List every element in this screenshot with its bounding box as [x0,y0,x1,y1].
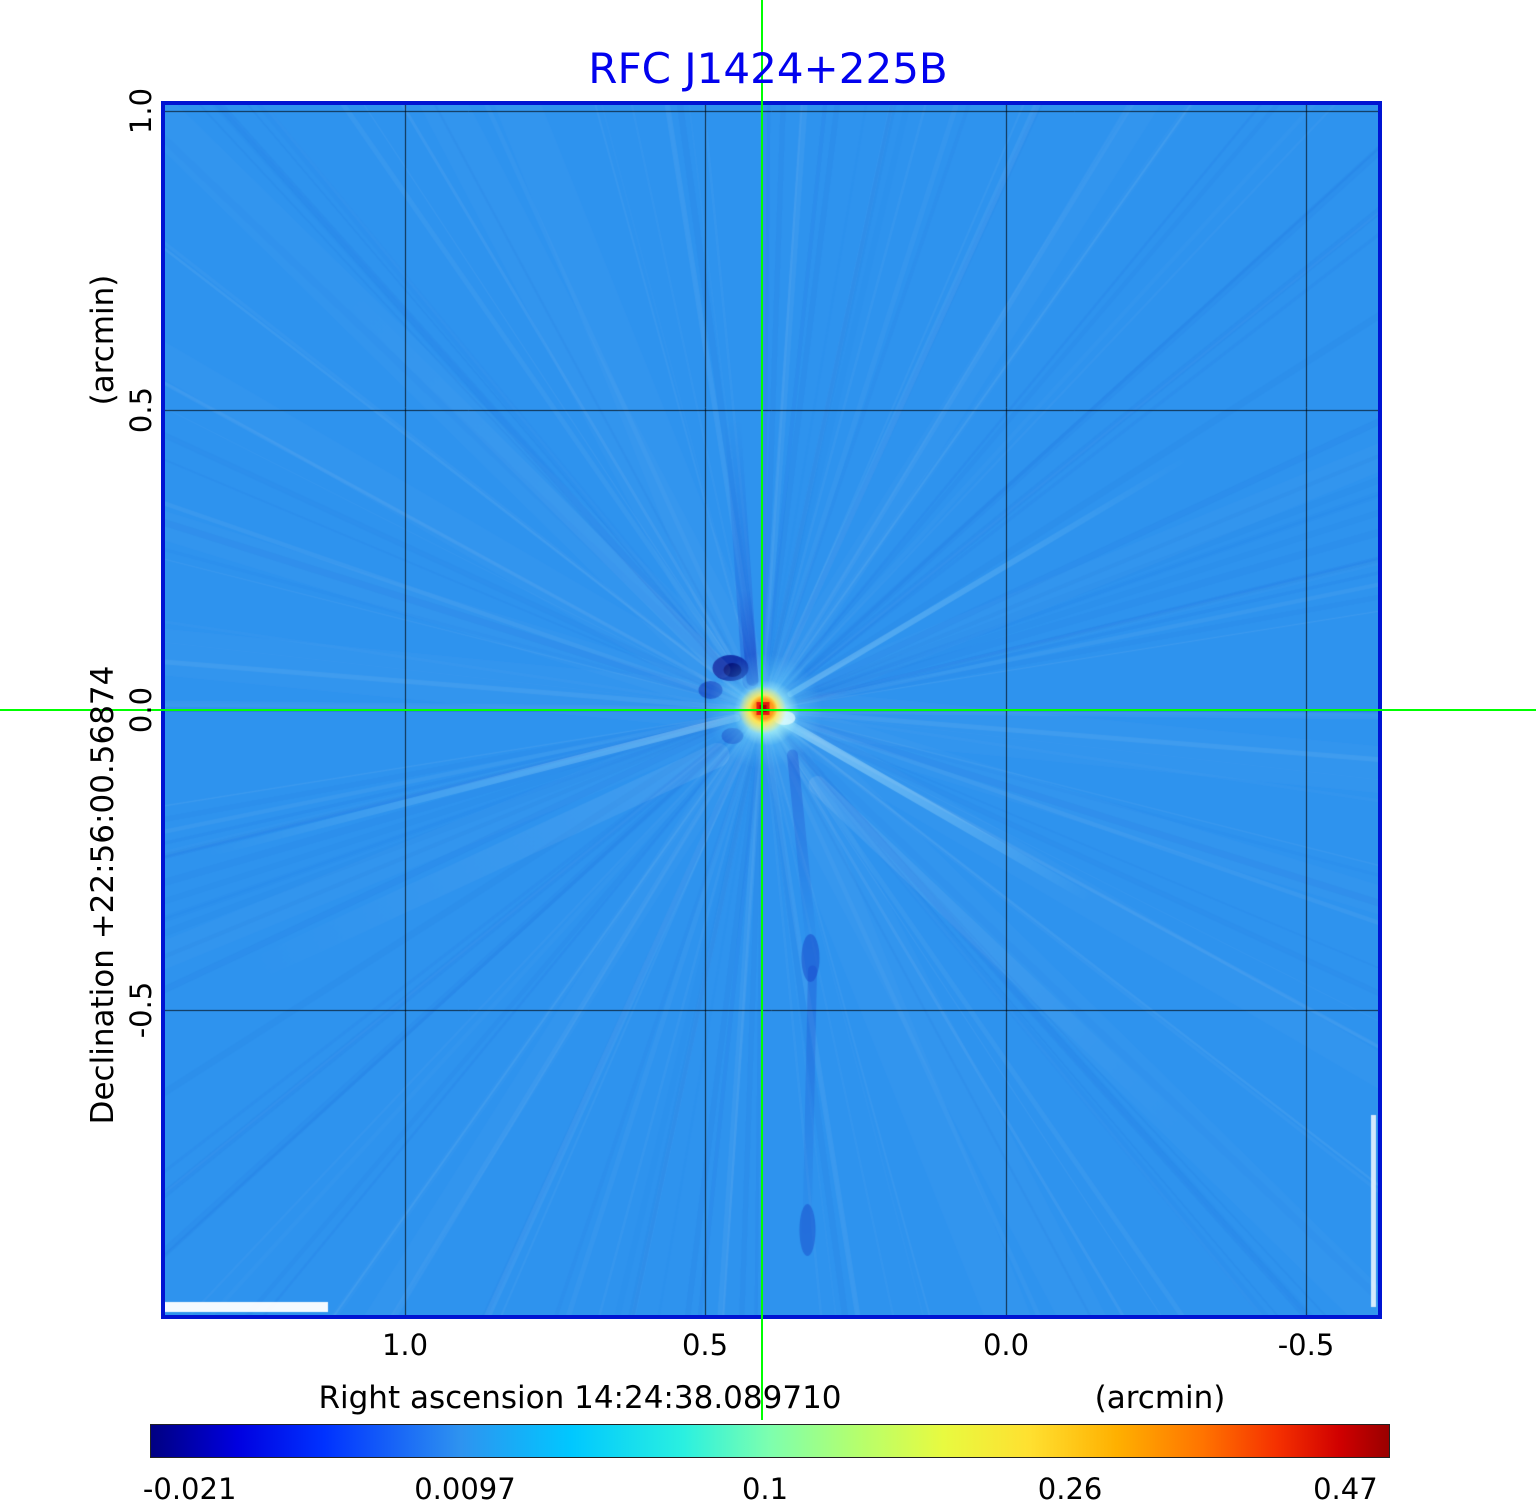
colorbar-tick-label: -0.021 [142,1472,237,1506]
y-tick-label: 1.0 [124,87,158,135]
crosshair-horizontal-line [0,709,1536,711]
x-tick-label: 0.0 [982,1328,1030,1362]
colorbar-tick-label: 0.26 [1037,1472,1103,1506]
y-tick-label: 0.5 [124,386,158,434]
colorbar-tick-label: 0.1 [741,1472,789,1506]
x-axis-label: Right ascension 14:24:38.089710 [318,1380,842,1416]
colorbar-gradient [150,1424,1390,1458]
colorbar-tick-label: 0.47 [1313,1472,1378,1506]
y-tick-label: 0.0 [124,686,158,734]
x-tick-label: -0.5 [1277,1328,1335,1362]
x-tick-label: 1.0 [381,1328,429,1362]
chart-title: RFC J1424+225B [588,44,948,93]
y-axis-label: Declination +22:56:00.56874 [85,665,121,1125]
x-axis-unit-label: (arcmin) [1094,1380,1226,1416]
y-axis-unit-label: (arcmin) [85,274,121,406]
colorbar-tick-label: 0.0097 [414,1472,516,1506]
y-tick-label: -0.5 [124,981,158,1039]
colorbar-labels: -0.021 0.0097 0.1 0.26 0.47 [143,1472,1390,1508]
x-tick-label: 0.5 [681,1328,729,1362]
